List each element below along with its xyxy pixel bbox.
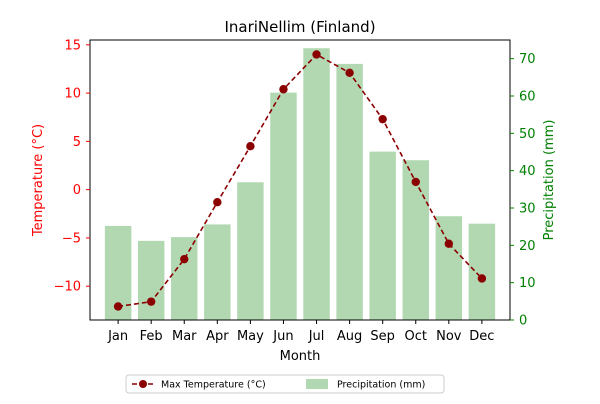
temperature-point xyxy=(279,85,288,94)
temperature-point xyxy=(378,114,387,124)
x-tick-label: Oct xyxy=(405,329,427,344)
legend: Max Temperature (°C) Precipitation (mm) xyxy=(125,374,445,394)
y-right-tick-label: 10 xyxy=(519,276,536,291)
temperature-point xyxy=(213,198,222,207)
y-axis-right-label: Precipitation (mm) xyxy=(542,120,557,241)
x-tick-label: Sep xyxy=(370,329,395,344)
legend-label-temperature: Max Temperature (°C) xyxy=(161,380,266,391)
temperature-line xyxy=(117,53,483,308)
temperature-point xyxy=(411,177,420,187)
x-tick-label: Apr xyxy=(206,329,229,344)
y-right-tick-label: 60 xyxy=(519,90,536,105)
y-right-tick-label: 30 xyxy=(519,202,536,217)
y-right-tick-label: 70 xyxy=(519,52,536,67)
temperature-point xyxy=(180,254,189,264)
legend-marker-swatch xyxy=(139,380,147,388)
temperature-point xyxy=(113,302,123,311)
y-right-tick-label: 0 xyxy=(519,314,527,329)
temperature-point xyxy=(477,274,487,283)
y-axis-left-label: Temperature (°C) xyxy=(31,124,46,237)
temperature-point xyxy=(146,297,156,306)
y-left-tick-label: −10 xyxy=(54,280,81,295)
x-axis: Jan Feb Mar Apr May Jun Jul Aug Sep Oct Nov Dec xyxy=(107,320,494,344)
y-right-tick-label: 20 xyxy=(519,239,536,254)
precipitation-bar xyxy=(270,92,297,320)
y-axis-left: −10 −5 0 5 10 15 xyxy=(54,38,90,295)
legend-box xyxy=(125,374,445,394)
plot-border xyxy=(89,39,511,321)
x-tick-label: Mar xyxy=(172,329,197,344)
precipitation-bar xyxy=(171,237,198,320)
line-layer xyxy=(113,50,487,311)
x-tick-label: Jan xyxy=(107,329,128,344)
x-tick-label: Feb xyxy=(140,329,163,344)
bars-layer xyxy=(104,48,496,321)
y-left-tick-label: 0 xyxy=(73,183,81,198)
y-right-tick-label: 50 xyxy=(519,127,536,142)
precipitation-bar xyxy=(402,160,429,320)
legend-bar-swatch xyxy=(306,379,328,389)
x-axis-label: Month xyxy=(280,349,321,364)
precipitation-bar xyxy=(204,224,231,320)
x-tick-label: Aug xyxy=(337,329,362,344)
precipitation-bar xyxy=(336,63,363,320)
precipitation-bar xyxy=(468,223,496,320)
precipitation-bar xyxy=(137,240,165,320)
x-tick-label: Jul xyxy=(308,329,325,344)
x-tick-label: Nov xyxy=(436,329,462,344)
x-tick-label: Dec xyxy=(469,329,494,344)
y-left-tick-label: 10 xyxy=(64,87,81,102)
chart-title: InariNellim (Finland) xyxy=(224,18,375,36)
precipitation-bar xyxy=(369,151,396,320)
precipitation-bar xyxy=(237,182,264,320)
temperature-point xyxy=(312,50,321,59)
legend-label-precipitation: Precipitation (mm) xyxy=(337,380,425,391)
x-tick-label: May xyxy=(237,329,264,344)
temperature-point xyxy=(246,142,255,151)
plot-frame xyxy=(89,39,511,321)
y-right-tick-label: 40 xyxy=(519,164,536,179)
y-left-tick-label: 5 xyxy=(73,135,81,150)
x-tick-label: Jun xyxy=(272,329,293,344)
y-axis-right: 0 10 20 30 40 50 60 70 xyxy=(510,52,536,329)
precipitation-bar xyxy=(303,48,330,321)
temperature-point xyxy=(345,68,354,78)
precipitation-bar xyxy=(435,216,463,320)
temperature-point xyxy=(444,239,454,248)
y-left-tick-label: −5 xyxy=(62,231,81,246)
y-left-tick-label: 15 xyxy=(64,38,81,53)
